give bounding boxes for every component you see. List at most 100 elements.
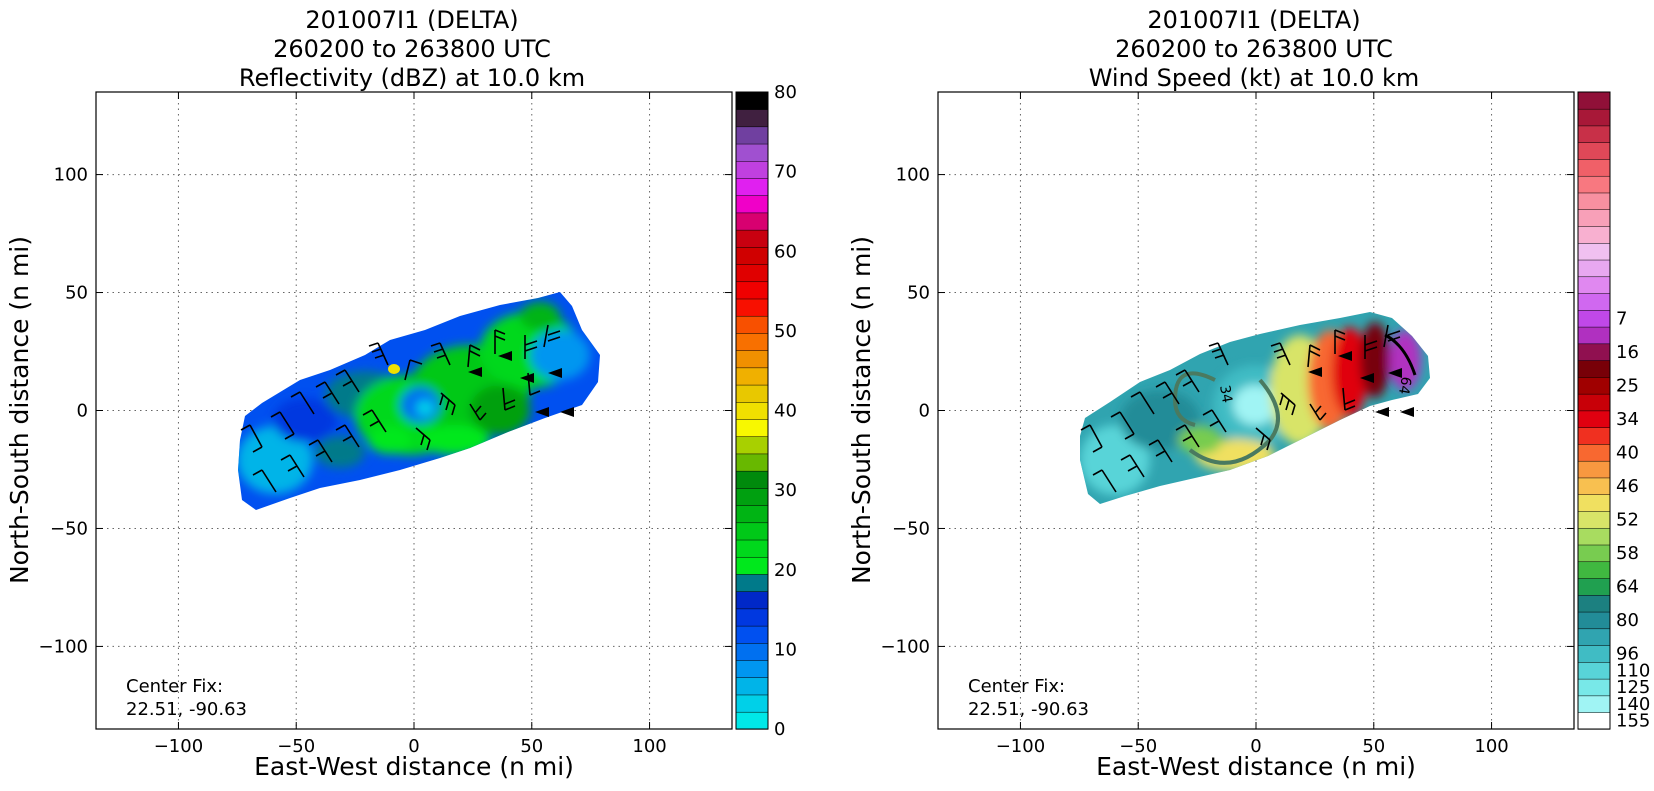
reflectivity-colorbar-segment — [735, 677, 769, 696]
reflectivity-colorbar-segment — [735, 177, 769, 196]
reflectivity-x-tick-label: −50 — [277, 736, 315, 757]
reflectivity-colorbar-segment — [735, 246, 769, 265]
wind-colorbar-segment — [1577, 443, 1611, 462]
reflectivity-y-ticks: −100 −50 0 50 100 — [39, 165, 732, 657]
reflectivity-y-tick-label: 0 — [77, 401, 88, 422]
reflectivity-colorbar-segment — [735, 91, 769, 110]
reflectivity-colorbar-segment — [735, 195, 769, 214]
wind-title-line-1: 201007I1 (DELTA) — [1147, 6, 1360, 34]
reflectivity-colorbar-frame — [735, 91, 769, 730]
wind-y-tick-label: 0 — [919, 401, 930, 422]
reflectivity-colorbar-segment — [735, 160, 769, 179]
reflectivity-colorbar-label: 60 — [774, 241, 797, 262]
reflectivity-colorbar-segment — [735, 453, 769, 472]
reflectivity-y-tick-label: 50 — [65, 283, 88, 304]
wind-y-tick-label: −50 — [892, 518, 930, 539]
wind-colorbar-label: 46 — [1616, 476, 1639, 497]
wind-colorbar-segment — [1577, 326, 1611, 345]
wind-colorbar-label: 52 — [1616, 509, 1639, 530]
reflectivity-colorbar-label: 50 — [774, 321, 797, 342]
wind-colorbar-label: 7 — [1616, 308, 1627, 329]
reflectivity-colorbar-segment — [735, 349, 769, 369]
reflectivity-colorbar-label: 10 — [774, 639, 797, 660]
reflectivity-colorbar-segment — [735, 298, 769, 317]
wind-colorbar-label: 40 — [1616, 442, 1639, 463]
wind-colorbar-segment — [1577, 561, 1611, 579]
wind-colorbar-segment — [1577, 661, 1611, 680]
wind-wind-barbs — [1080, 324, 1401, 493]
wind-colorbar-segment — [1577, 611, 1611, 630]
wind-colorbar-segment — [1577, 410, 1611, 428]
wind-colorbar-segment — [1577, 309, 1611, 328]
reflectivity-colorbar-segment — [735, 401, 769, 420]
reflectivity-colorbar-segment — [735, 573, 769, 592]
reflectivity-colorbar-label: 40 — [774, 401, 797, 422]
wind-x-tick-label: 100 — [1474, 736, 1508, 757]
wind-colorbar-segment — [1577, 527, 1611, 546]
reflectivity-colorbar-segment — [735, 539, 769, 558]
reflectivity-colorbar-segment — [735, 332, 769, 351]
wind-colorbar-segment — [1577, 460, 1611, 479]
reflectivity-colorbar-segment — [735, 608, 769, 627]
reflectivity-x-tick-label: −100 — [154, 736, 203, 757]
wind-title-line-2: 260200 to 263800 UTC — [1115, 35, 1393, 63]
reflectivity-colorbar-segment — [735, 556, 769, 575]
wind-x-tick-label: −50 — [1119, 736, 1157, 757]
wind-colorbar-label: 58 — [1616, 543, 1639, 564]
reflectivity-colorbar-segment — [735, 263, 769, 283]
wind-y-tick-label: 50 — [907, 283, 930, 304]
wind-contour-64 — [1384, 333, 1417, 376]
reflectivity-colorbar-segment — [735, 642, 769, 661]
reflectivity-colorbar-segment — [735, 487, 769, 506]
reflectivity-colorbar-segment — [735, 367, 769, 386]
wind-y-tick-label: −100 — [881, 636, 930, 657]
wind-wind-pennants — [1308, 351, 1414, 417]
wind-colorbar-segment — [1577, 544, 1611, 563]
wind-colorbar-segment — [1577, 276, 1611, 294]
reflectivity-colorbar-segment — [735, 659, 769, 679]
reflectivity-colorbar-segment — [735, 384, 769, 403]
wind-colorbar-label: 16 — [1616, 342, 1639, 363]
reflectivity-colorbar-segment — [735, 694, 769, 713]
reflectivity-center-fix-value: 22.51, -90.63 — [126, 699, 247, 720]
reflectivity-colorbar-segment — [735, 212, 769, 231]
wind-colorbar-label: 110 — [1616, 660, 1650, 681]
wind-colorbar-frame — [1577, 91, 1611, 730]
reflectivity-colorbar-segment — [735, 504, 769, 524]
reflectivity-title-line-2: 260200 to 263800 UTC — [273, 35, 551, 63]
reflectivity-colorbar-segment — [735, 229, 769, 248]
wind-colorbar-segment — [1577, 628, 1611, 646]
reflectivity-y-tick-label: −50 — [50, 518, 88, 539]
wind-contour-label-64: 64 — [1395, 375, 1414, 395]
reflectivity-colorbar-segment — [735, 436, 769, 455]
reflectivity-panel: 201007I1 (DELTA) 260200 to 263800 UTC Re… — [5, 6, 797, 781]
wind-colorbar-segment — [1577, 594, 1611, 613]
reflectivity-colorbar-segment — [735, 143, 769, 162]
reflectivity-x-tick-label: 100 — [632, 736, 666, 757]
reflectivity-colorbar-segment — [735, 315, 769, 334]
wind-colorbar-segment — [1577, 292, 1611, 311]
wind-colorbar-segment — [1577, 142, 1611, 160]
wind-colorbar-segment — [1577, 175, 1611, 194]
reflectivity-y-tick-label: 100 — [54, 165, 88, 186]
wind-colorbar-segment — [1577, 242, 1611, 261]
wind-colorbar-segment — [1577, 91, 1611, 110]
wind-contour-label-34: 34 — [1216, 384, 1235, 404]
wind-speed-panel: 201007I1 (DELTA) 260200 to 263800 UTC Wi… — [847, 6, 1650, 781]
wind-colorbar-label: 155 — [1616, 711, 1650, 732]
reflectivity-grid — [96, 92, 732, 729]
wind-y-ticks: −100 −50 0 50 100 — [881, 165, 1574, 657]
reflectivity-x-ticks: −100 −50 0 50 100 — [154, 92, 667, 757]
wind-grid — [938, 92, 1574, 729]
wind-colorbar-segment — [1577, 158, 1611, 177]
reflectivity-center-fix-label: Center Fix: — [126, 676, 223, 697]
reflectivity-colorbar-segment — [735, 470, 769, 489]
reflectivity-colorbar-segment — [735, 418, 769, 437]
reflectivity-colorbar-label: 0 — [774, 719, 785, 740]
wind-y-tick-label: 100 — [896, 165, 930, 186]
reflectivity-title-line-3: Reflectivity (dBZ) at 10.0 km — [239, 64, 585, 92]
wind-colorbar-segment — [1577, 678, 1611, 697]
reflectivity-colorbar-segment — [735, 522, 769, 541]
